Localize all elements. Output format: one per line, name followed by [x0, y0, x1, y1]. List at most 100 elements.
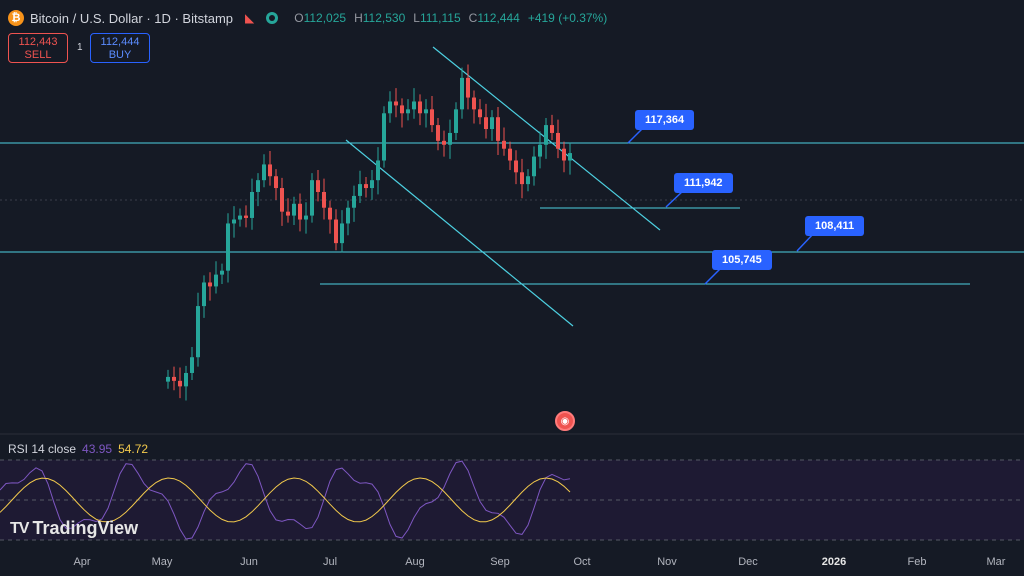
candle-body — [508, 148, 512, 161]
month-label: Sep — [490, 556, 510, 568]
candle-body — [226, 223, 230, 271]
candle-body — [466, 77, 470, 98]
month-label: Dec — [738, 556, 758, 568]
candle-body — [460, 77, 464, 110]
candle-body — [328, 207, 332, 220]
candle-body — [298, 203, 302, 220]
tradingview-logo-text: TradingView — [32, 518, 139, 538]
candle-body — [340, 223, 344, 244]
level-label-117364[interactable]: 117,364 — [635, 110, 695, 130]
candle-body — [334, 219, 338, 244]
candle-body — [400, 105, 404, 114]
candle-body — [262, 164, 266, 181]
channel-lower-line — [345, 139, 574, 327]
sell-price: 112,443 — [18, 36, 58, 48]
candle-body — [292, 203, 296, 216]
candle-body — [388, 101, 392, 114]
candle-body — [562, 148, 566, 161]
candle-body — [304, 215, 308, 220]
candle-body — [280, 188, 284, 212]
candle-body — [310, 180, 314, 216]
candle-body — [322, 191, 326, 208]
buy-button[interactable]: 112,444 BUY — [90, 33, 150, 63]
candle-body — [346, 207, 350, 224]
ohlc-values: O 112,025 H 112,530 L 111,115 C 112,444 +419… — [294, 11, 608, 25]
candle-body — [238, 215, 242, 220]
sell-button[interactable]: 112,443 SELL — [8, 33, 68, 63]
buy-label: BUY — [108, 49, 132, 61]
level-label-105745[interactable]: 105,745 — [712, 250, 772, 270]
candle-body — [370, 180, 374, 189]
candle-body — [496, 117, 500, 141]
rsi-ma-line — [0, 477, 571, 523]
rsi-line — [0, 460, 571, 540]
month-label: Apr — [73, 556, 91, 568]
candle-body — [196, 306, 200, 358]
candle-body — [532, 156, 536, 177]
candle-body — [406, 109, 410, 114]
candle-body — [286, 211, 290, 216]
month-label: 2026 — [821, 556, 847, 568]
symbol-header[interactable]: ₿ Bitcoin / U.S. Dollar · 1D · Bitstamp … — [8, 8, 607, 28]
candle-body — [316, 180, 320, 192]
candle-body — [220, 270, 224, 275]
candle-body — [352, 195, 356, 208]
candle-body — [190, 357, 194, 373]
sell-label: SELL — [24, 49, 52, 61]
level-label-111942[interactable]: 111,942 — [674, 173, 733, 193]
candle-body — [454, 109, 458, 133]
candle-body — [250, 191, 254, 218]
candle-body — [172, 376, 176, 381]
candle-body — [544, 125, 548, 145]
candle-body — [472, 97, 476, 110]
bitcoin-icon: ₿ — [8, 10, 24, 26]
tradingview-logo-icon: TV — [10, 519, 29, 537]
candle-body — [166, 376, 170, 382]
candle-body — [256, 180, 260, 192]
candle-body — [424, 109, 428, 114]
market-status-icon[interactable] — [266, 12, 279, 24]
month-label: May — [151, 556, 173, 568]
candle-body — [382, 113, 386, 161]
month-label: Aug — [405, 556, 425, 568]
candle-body — [358, 184, 362, 196]
candle-body — [502, 140, 506, 149]
candle-body — [178, 380, 182, 387]
candle-body — [208, 282, 212, 287]
candle-body — [394, 101, 398, 106]
candle-body — [232, 219, 236, 224]
candle-body — [538, 144, 542, 157]
flag-icon[interactable]: ◣ — [245, 11, 255, 25]
candle-body — [184, 372, 188, 387]
candle-body — [478, 109, 482, 118]
candle-body — [376, 160, 380, 181]
candle-body — [214, 274, 218, 287]
candle-body — [244, 215, 248, 218]
spread-value: 1 — [77, 42, 83, 53]
rsi-value: 43.95 — [82, 442, 113, 456]
candle-body — [556, 132, 560, 149]
candle-body — [430, 109, 434, 126]
candle-body — [418, 101, 422, 114]
tradingview-logo[interactable]: TV TradingView — [10, 518, 138, 539]
candle-body — [550, 125, 554, 133]
candle-body — [268, 164, 272, 177]
level-label-108411[interactable]: 108,411 — [805, 216, 865, 236]
symbol-title[interactable]: Bitcoin / U.S. Dollar · 1D · Bitstamp — [30, 10, 233, 26]
month-label: Jul — [322, 556, 338, 568]
economic-event-icon[interactable]: ◉ — [555, 411, 575, 431]
rsi-legend[interactable]: RSI 14 close 43.95 54.72 — [8, 442, 148, 456]
rsi-ma-value: 54.72 — [118, 442, 149, 456]
buy-price: 112,444 — [100, 36, 140, 48]
candle-body — [514, 160, 518, 173]
month-label: Oct — [573, 556, 591, 568]
candle-body — [526, 176, 530, 185]
candle-body — [436, 125, 440, 141]
month-label: Mar — [986, 556, 1006, 568]
rsi-title: RSI 14 close — [8, 442, 77, 456]
candle-body — [484, 117, 488, 130]
month-label: Nov — [657, 556, 677, 568]
candle-body — [274, 176, 278, 189]
candle-body — [442, 140, 446, 145]
